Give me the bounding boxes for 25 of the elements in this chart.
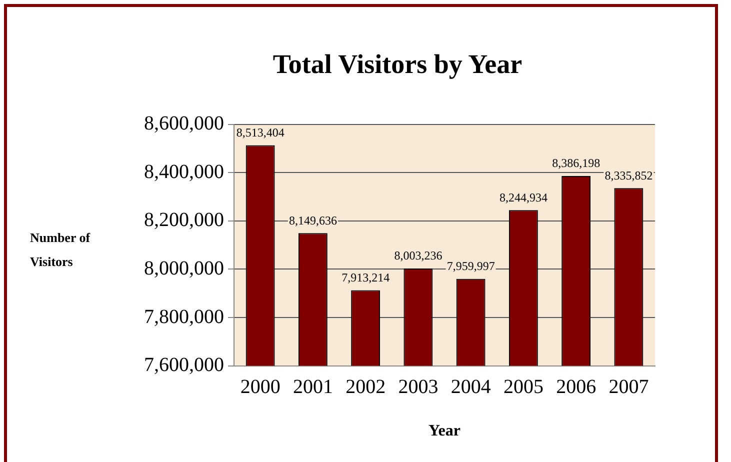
data-label: 8,386,198: [552, 156, 600, 170]
x-tick-label: 2007: [608, 376, 649, 398]
x-tick-label: 2000: [240, 376, 280, 398]
y-tick-label: 7,600,000: [144, 354, 224, 376]
data-label: 8,003,236: [394, 248, 442, 263]
chart-title: Total Visitors by Year: [272, 49, 522, 80]
x-tick-label: 2002: [346, 376, 386, 398]
x-tick-label: 2003: [398, 376, 438, 398]
x-tick-label: 2001: [292, 376, 333, 398]
y-tick-label: 8,200,000: [144, 209, 224, 232]
y-tick-label: 8,600,000: [144, 112, 224, 135]
data-label: 7,959,997: [446, 259, 495, 274]
y-tick-label: 8,000,000: [144, 257, 224, 280]
x-axis-title: Year: [428, 422, 460, 440]
data-label: 8,244,934: [499, 190, 548, 204]
x-tick-label: 2005: [503, 376, 544, 398]
x-tick-label: 2004: [450, 376, 491, 398]
y-tick-label: 7,800,000: [144, 306, 224, 328]
data-label: 8,335,852: [604, 168, 653, 182]
data-label: 8,149,636: [288, 213, 337, 228]
data-label: 7,913,214: [342, 270, 390, 284]
y-tick-label: 8,400,000: [144, 160, 224, 183]
x-tick-label: 2006: [556, 376, 596, 398]
data-label: 8,513,404: [236, 125, 284, 140]
y-axis-title: Number of Visitors: [30, 229, 92, 271]
